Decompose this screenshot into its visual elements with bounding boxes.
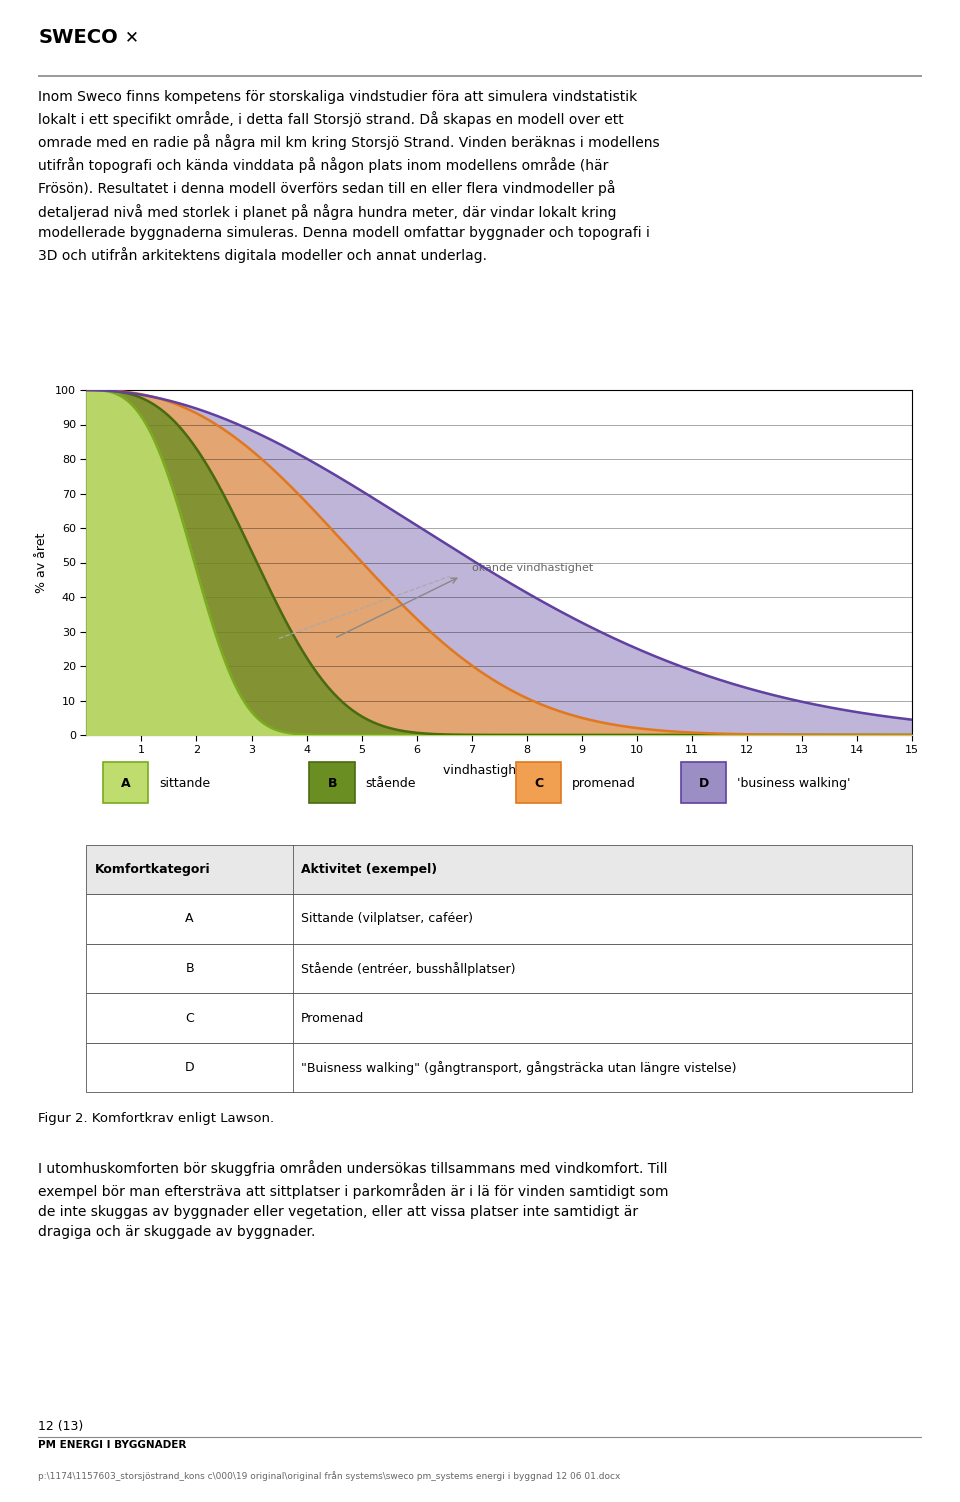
- Bar: [86, 894, 912, 943]
- Text: 'business walking': 'business walking': [737, 777, 851, 790]
- Text: p:\1174\1157603_storsjöstrand_kons c\000\19 original\original från systems\sweco: p:\1174\1157603_storsjöstrand_kons c\000…: [38, 1470, 621, 1481]
- Text: Inom Sweco finns kompetens för storskaliga vindstudier föra att simulera vindsta: Inom Sweco finns kompetens för storskali…: [38, 90, 660, 263]
- Text: SWECO: SWECO: [38, 29, 118, 47]
- Text: Figur 2. Komfortkrav enligt Lawson.: Figur 2. Komfortkrav enligt Lawson.: [38, 1113, 275, 1125]
- Text: PM ENERGI I BYGGNADER: PM ENERGI I BYGGNADER: [38, 1440, 187, 1451]
- Text: B: B: [185, 963, 194, 975]
- Text: Promenad: Promenad: [301, 1012, 364, 1024]
- Bar: [86, 993, 912, 1042]
- Text: I utomhuskomforten bör skuggfria områden undersökas tillsammans med vindkomfort.: I utomhuskomforten bör skuggfria områden…: [38, 1160, 669, 1239]
- Bar: [86, 943, 912, 993]
- Text: stående: stående: [366, 777, 416, 790]
- Bar: [516, 762, 561, 804]
- Text: ✕: ✕: [125, 29, 138, 47]
- Text: 12 (13): 12 (13): [38, 1421, 84, 1433]
- Bar: [103, 762, 148, 804]
- Bar: [86, 1042, 912, 1092]
- Text: Stående (entréer, busshållplatser): Stående (entréer, busshållplatser): [301, 961, 516, 975]
- Bar: [86, 844, 912, 894]
- Text: B: B: [327, 777, 337, 790]
- Bar: [681, 762, 726, 804]
- Text: A: A: [121, 777, 131, 790]
- Bar: [309, 762, 355, 804]
- Text: Sittande (vilplatser, caféer): Sittande (vilplatser, caféer): [301, 913, 473, 925]
- Text: ökande vindhastighet: ökande vindhastighet: [471, 563, 593, 572]
- X-axis label: vindhastighet m/s: vindhastighet m/s: [443, 763, 556, 777]
- Text: Komfortkategori: Komfortkategori: [95, 864, 210, 876]
- Text: promenad: promenad: [572, 777, 636, 790]
- Text: sittande: sittande: [159, 777, 210, 790]
- Text: D: D: [699, 777, 709, 790]
- Text: C: C: [185, 1012, 194, 1024]
- Text: D: D: [184, 1062, 195, 1074]
- Text: C: C: [535, 777, 543, 790]
- Y-axis label: % av året: % av året: [35, 532, 48, 593]
- Text: Aktivitet (exempel): Aktivitet (exempel): [301, 864, 437, 876]
- Text: "Buisness walking" (gångtransport, gångsträcka utan längre vistelse): "Buisness walking" (gångtransport, gångs…: [301, 1060, 736, 1074]
- Text: A: A: [185, 913, 194, 925]
